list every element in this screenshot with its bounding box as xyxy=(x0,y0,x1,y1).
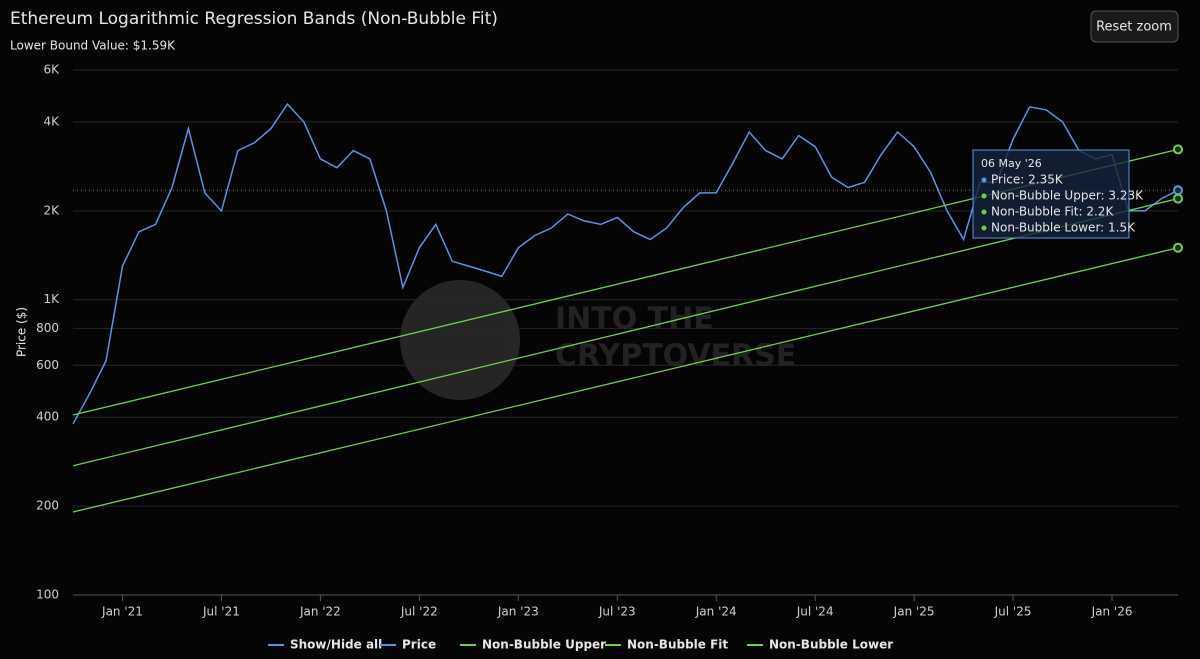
end-marker xyxy=(1173,242,1183,253)
x-tick-label: Jan '25 xyxy=(893,605,935,619)
end-marker xyxy=(1173,185,1183,196)
tooltip-dot xyxy=(981,193,987,199)
x-tick-label: Jul '24 xyxy=(796,605,834,619)
tooltip-frame xyxy=(972,149,1130,239)
end-marker xyxy=(1173,144,1183,155)
y-axis-title: Price ($) xyxy=(15,307,29,357)
y-tick-label: 800 xyxy=(36,321,59,335)
tooltip-row: Non-Bubble Fit: 2.2K xyxy=(991,205,1114,219)
tooltip-date: 06 May '26 xyxy=(981,157,1042,170)
tooltip-dot xyxy=(981,209,987,215)
x-tick-label: Jul '23 xyxy=(598,605,636,619)
x-tick-label: Jul '22 xyxy=(400,605,438,619)
y-tick-label: 2K xyxy=(43,203,60,217)
reset-zoom-button[interactable]: Reset zoom xyxy=(1090,10,1179,43)
x-tick-label: Jan '23 xyxy=(497,605,539,619)
band-line xyxy=(72,247,1179,513)
x-tick-label: Jul '25 xyxy=(994,605,1032,619)
legend-item[interactable]: Price xyxy=(380,638,436,652)
watermark-text: INTO THE xyxy=(555,302,714,337)
chart-title: Ethereum Logarithmic Regression Bands (N… xyxy=(10,9,498,29)
x-tick-label: Jan '22 xyxy=(299,605,341,619)
x-tick-label: Jul '21 xyxy=(202,605,240,619)
band-line xyxy=(72,197,1179,467)
button-label[interactable]: Reset zoom xyxy=(1096,20,1172,35)
legend-item[interactable]: Non-Bubble Fit xyxy=(605,638,728,652)
legend-label[interactable]: Non-Bubble Fit xyxy=(627,638,728,652)
tooltip-row: Non-Bubble Upper: 3.23K xyxy=(991,189,1144,203)
y-tick-label: 100 xyxy=(36,588,59,602)
legend-label[interactable]: Non-Bubble Upper xyxy=(482,638,606,652)
x-tick-label: Jan '24 xyxy=(695,605,737,619)
tooltip-row: Non-Bubble Lower: 1.5K xyxy=(991,221,1136,235)
y-tick-label: 4K xyxy=(43,114,60,128)
y-tick-label: 200 xyxy=(36,499,59,513)
legend-label[interactable]: Non-Bubble Lower xyxy=(769,638,893,652)
y-tick-label: 400 xyxy=(36,410,59,424)
legend-label[interactable]: Price xyxy=(402,638,436,652)
y-tick-label: 600 xyxy=(36,358,59,372)
legend-label[interactable]: Show/Hide all xyxy=(290,638,382,652)
y-tick-label: 1K xyxy=(43,292,60,306)
button-frame[interactable] xyxy=(1090,10,1179,43)
tooltip-dot xyxy=(981,177,987,183)
tooltip-dot xyxy=(981,225,987,231)
legend-item[interactable]: Non-Bubble Lower xyxy=(747,638,893,652)
legend-item[interactable]: Non-Bubble Upper xyxy=(460,638,606,652)
x-tick-label: Jan '26 xyxy=(1091,605,1133,619)
end-marker xyxy=(1173,193,1183,204)
chart-subtitle: Lower Bound Value: $1.59K xyxy=(10,39,176,53)
x-tick-label: Jan '21 xyxy=(101,605,143,619)
tooltip: 06 May '26 Price: 2.35K Non-Bubble Upper: … xyxy=(972,149,1144,239)
tooltip-row: Price: 2.35K xyxy=(991,173,1064,187)
watermark-logo xyxy=(400,280,520,400)
y-tick-label: 6K xyxy=(43,63,60,77)
legend-item[interactable]: Show/Hide all xyxy=(268,638,382,652)
